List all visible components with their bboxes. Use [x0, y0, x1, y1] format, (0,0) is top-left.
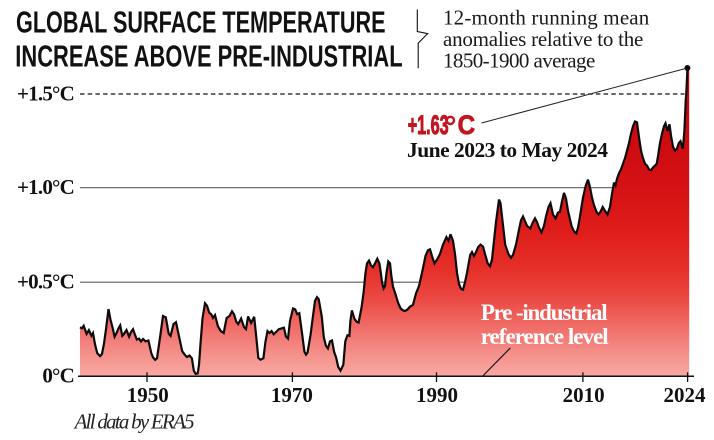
svg-text:All data by ERA5: All data by ERA5: [73, 410, 195, 434]
svg-text:0°C: 0°C: [42, 363, 74, 387]
svg-text:1850-1900 average: 1850-1900 average: [443, 49, 595, 73]
svg-text:anomalies relative to the: anomalies relative to the: [443, 27, 643, 51]
svg-text:1950: 1950: [127, 383, 169, 407]
svg-text:INCREASE ABOVE PRE-INDUSTRIAL: INCREASE ABOVE PRE-INDUSTRIAL: [15, 39, 402, 73]
svg-text:2024: 2024: [664, 383, 707, 407]
svg-text:+1.0°C: +1.0°C: [17, 175, 74, 199]
svg-text:1990: 1990: [416, 383, 458, 407]
svg-text:+1.5°C: +1.5°C: [17, 81, 74, 105]
svg-text:1970: 1970: [271, 383, 313, 407]
svg-text:C: C: [458, 111, 476, 140]
svg-text:reference level: reference level: [481, 324, 609, 349]
svg-text:12-month running mean: 12-month running mean: [443, 5, 650, 29]
svg-text:GLOBAL SURFACE TEMPERATURE: GLOBAL SURFACE TEMPERATURE: [16, 5, 386, 40]
svg-text:June 2023 to May 2024: June 2023 to May 2024: [407, 138, 608, 162]
svg-text:2010: 2010: [563, 383, 605, 407]
svg-text:+1.63: +1.63: [408, 110, 449, 140]
svg-text:Pre -industrial: Pre -industrial: [481, 300, 608, 325]
svg-text:+0.5°C: +0.5°C: [17, 270, 74, 294]
